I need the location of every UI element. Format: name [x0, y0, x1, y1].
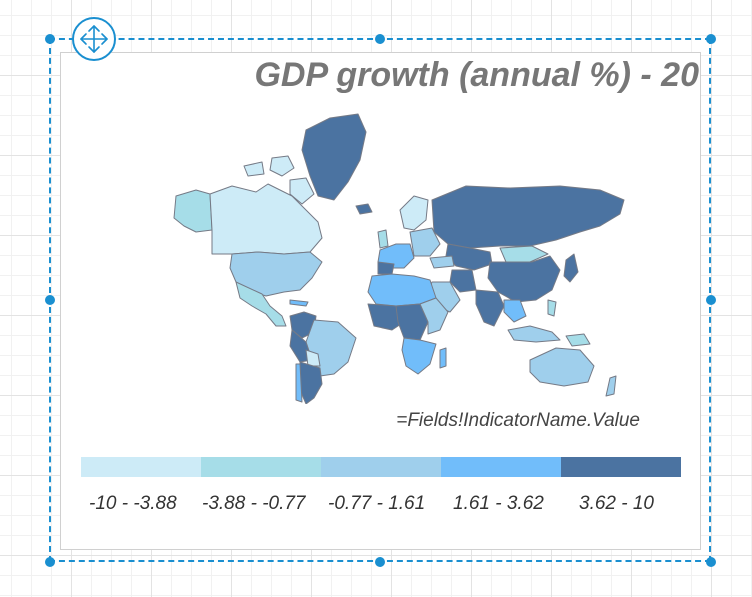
region-indonesia	[507, 325, 561, 343]
region-east-africa	[419, 297, 449, 335]
color-legend	[81, 457, 681, 477]
region-uk	[377, 229, 389, 249]
region-china	[487, 255, 561, 303]
legend-label-2: -3.88 - -0.77	[202, 493, 306, 514]
region-southern-africa	[401, 337, 437, 375]
legend-swatch-3	[321, 457, 441, 477]
legend-swatch-5	[561, 457, 681, 477]
region-iceland	[355, 203, 373, 215]
resize-handle-top-right[interactable]	[706, 34, 716, 44]
legend-label-4: 1.61 - 3.62	[453, 493, 544, 514]
region-baffin	[289, 177, 315, 205]
region-mongolia	[499, 245, 549, 263]
resize-handle-bottom[interactable]	[375, 557, 385, 567]
region-canada	[209, 183, 323, 255]
region-north-africa	[367, 273, 437, 307]
region-mexico	[235, 281, 287, 327]
region-madagascar	[439, 347, 447, 369]
region-png	[565, 333, 591, 347]
region-alaska	[173, 189, 213, 233]
legend-labels: -10 - -3.88 -3.88 - -0.77 -0.77 - 1.61 1…	[81, 493, 681, 517]
region-turkey	[429, 255, 455, 269]
resize-handle-top[interactable]	[375, 34, 385, 44]
region-europe-east	[409, 227, 441, 257]
resize-handle-bottom-left[interactable]	[45, 557, 55, 567]
region-arctic-islands	[269, 155, 295, 177]
region-australia	[529, 347, 595, 387]
region-se-asia	[503, 299, 527, 323]
move-handle-button[interactable]	[72, 17, 116, 61]
legend-swatch-2	[201, 457, 321, 477]
region-philippines	[547, 299, 557, 317]
region-scandinavia	[399, 195, 429, 231]
world-map[interactable]	[150, 104, 640, 404]
region-chile	[295, 363, 303, 403]
region-new-zealand	[605, 375, 617, 397]
resize-handle-bottom-right[interactable]	[706, 557, 716, 567]
move-arrows-icon	[80, 25, 108, 53]
indicator-name-expression: =Fields!IndicatorName.Value	[396, 410, 640, 431]
resize-handle-left[interactable]	[45, 295, 55, 305]
legend-label-1: -10 - -3.88	[89, 493, 177, 514]
region-spain	[377, 261, 395, 275]
legend-swatch-1	[81, 457, 201, 477]
region-cuba	[289, 299, 309, 307]
region-arctic-island-2	[243, 161, 265, 177]
map-title: GDP growth (annual %) - 20	[254, 56, 699, 94]
legend-label-3: -0.77 - 1.61	[328, 493, 426, 514]
region-japan	[563, 253, 579, 283]
resize-handle-right[interactable]	[706, 295, 716, 305]
legend-label-5: 3.62 - 10	[579, 493, 654, 514]
resize-handle-top-left[interactable]	[45, 34, 55, 44]
region-iran	[449, 269, 477, 293]
region-greenland	[301, 113, 367, 201]
region-argentina	[299, 361, 323, 404]
legend-swatch-4	[441, 457, 561, 477]
region-russia	[431, 185, 625, 249]
region-west-africa	[367, 303, 405, 331]
region-bolivia	[305, 349, 321, 367]
region-india	[475, 289, 505, 327]
